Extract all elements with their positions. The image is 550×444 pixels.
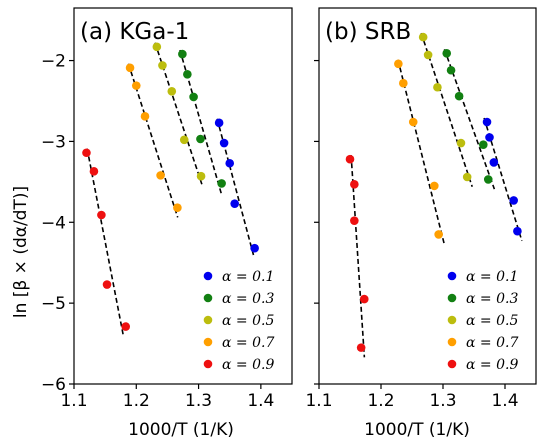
- x-axis-label-b: 1000/T (1/K): [364, 420, 470, 440]
- legend-entry: α = 0.5: [466, 313, 518, 329]
- legend-marker: [447, 359, 457, 369]
- data-point: [140, 112, 150, 121]
- panel-title: (b) SRB: [325, 19, 411, 45]
- legend-entry: α = 0.3: [222, 291, 274, 307]
- data-point: [462, 172, 472, 182]
- legend-marker: [447, 293, 457, 303]
- y-axis-label: ln [β × (dα/dT)]: [11, 186, 31, 318]
- x-tick-label: 1.3: [429, 391, 456, 411]
- data-point: [350, 216, 359, 225]
- legend-marker: [203, 315, 213, 325]
- legend-entry: α = 0.1: [466, 269, 518, 285]
- legend-marker: [447, 315, 457, 325]
- data-point: [97, 210, 106, 220]
- y-tick-label: −3: [41, 132, 66, 152]
- data-point: [479, 140, 488, 149]
- data-point: [489, 158, 499, 167]
- data-point: [356, 343, 366, 352]
- x-tick-label: 1.3: [185, 391, 212, 411]
- data-point: [408, 117, 418, 127]
- legend-marker: [203, 271, 213, 281]
- data-point: [102, 280, 112, 289]
- data-point: [454, 91, 464, 101]
- data-point: [156, 171, 165, 180]
- data-point: [394, 59, 403, 69]
- panel-title: (a) KGa-1: [80, 19, 189, 45]
- data-point: [430, 181, 439, 191]
- data-point: [173, 203, 182, 213]
- data-point: [189, 92, 198, 102]
- data-point: [399, 78, 408, 88]
- data-point: [513, 226, 522, 236]
- fit-line: [350, 155, 366, 358]
- data-point: [434, 230, 443, 239]
- fit-line: [483, 117, 523, 242]
- data-point: [89, 167, 99, 176]
- legend-marker: [203, 293, 213, 303]
- x-tick-label: 1.1: [60, 391, 87, 411]
- y-tick-label: −5: [41, 294, 66, 314]
- data-point: [179, 135, 189, 145]
- data-point: [433, 82, 442, 92]
- data-point: [418, 32, 428, 42]
- data-point: [196, 134, 205, 144]
- data-point: [152, 42, 162, 52]
- plot-frame: [73, 7, 293, 385]
- legend-entry: α = 0.7: [466, 335, 518, 351]
- data-point: [217, 179, 226, 188]
- data-point: [345, 154, 355, 164]
- x-tick-label: 1.2: [123, 391, 150, 411]
- data-point: [131, 81, 141, 90]
- data-point: [178, 49, 187, 59]
- legend-marker: [447, 271, 457, 281]
- y-tick-label: −6: [41, 375, 66, 395]
- x-tick-label: 1.2: [367, 391, 394, 411]
- data-point: [456, 138, 466, 148]
- legend-entry: α = 0.7: [222, 335, 274, 351]
- data-point: [509, 196, 518, 205]
- data-point: [350, 179, 359, 189]
- data-point: [485, 133, 494, 142]
- data-point: [219, 138, 229, 148]
- legend-entry: α = 0.9: [466, 357, 518, 373]
- y-tick-label: −2: [41, 52, 66, 72]
- y-tick-label: −4: [41, 213, 66, 233]
- legend-marker: [447, 337, 457, 347]
- x-axis-label-a: 1000/T (1/K): [128, 420, 234, 440]
- legend-entry: α = 0.5: [222, 313, 274, 329]
- data-point: [250, 243, 259, 253]
- data-point: [82, 148, 91, 158]
- data-point: [230, 199, 239, 208]
- x-tick-label: 1.4: [247, 391, 274, 411]
- data-point: [158, 61, 167, 70]
- legend-marker: [203, 337, 213, 347]
- legend-entry: α = 0.9: [222, 357, 274, 373]
- data-point: [359, 294, 369, 304]
- x-tick-label: 1.1: [305, 391, 332, 411]
- panel-a-kga1: 1.1 1.2 1.3 1.4 −6 −5 −4 −3 −2 (a) KGa-1 α = 0.1 α …: [41, 7, 293, 411]
- data-point: [214, 118, 224, 128]
- panel-b-srb: 1.1 1.2 1.3 1.4 (b) SRB α = 0.1 α = 0.3 α = 0.5…: [305, 7, 537, 411]
- data-point: [125, 63, 135, 73]
- data-point: [446, 65, 456, 75]
- legend-entry: α = 0.3: [466, 291, 518, 307]
- fit-line: [86, 148, 125, 337]
- data-point: [183, 70, 192, 79]
- data-point: [482, 117, 492, 127]
- legend-entry: α = 0.1: [222, 269, 274, 285]
- legend-marker: [203, 359, 213, 369]
- data-point: [225, 158, 235, 168]
- x-tick-label: 1.4: [491, 391, 518, 411]
- plot-frame: [318, 7, 537, 385]
- data-point: [196, 171, 206, 181]
- data-point: [423, 50, 433, 60]
- data-point: [442, 48, 452, 58]
- data-point: [167, 86, 177, 96]
- data-point: [121, 322, 130, 331]
- data-point: [483, 175, 493, 184]
